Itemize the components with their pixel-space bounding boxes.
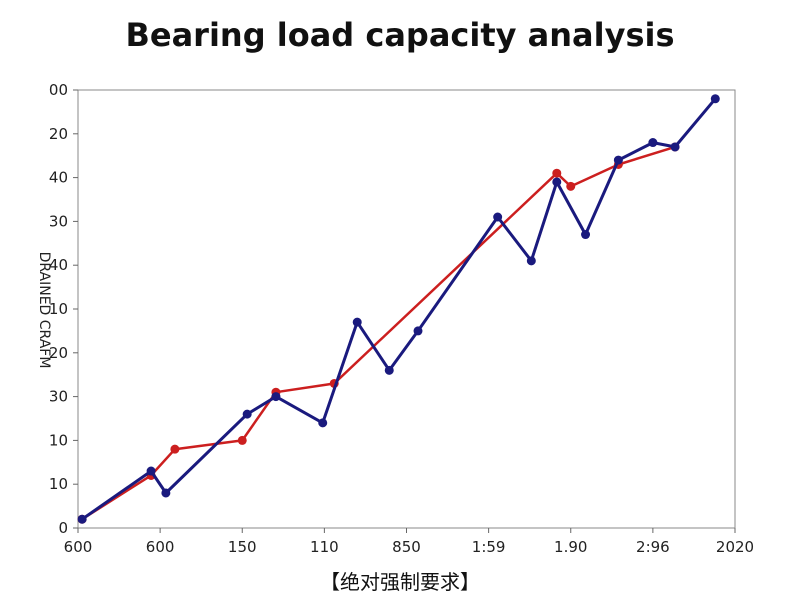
y-tick-label: 20 [49,344,68,362]
blue-series-point [710,94,720,104]
red-series-point [552,168,562,178]
x-tick-label: 2:96 [636,538,670,556]
y-tick-label: 10 [49,300,68,318]
y-axis-label: DRAINED CRAFM [36,252,52,369]
x-axis-ticks: 600 600 150 110 850 1:59 1.90 2:96 2020 [64,528,754,556]
chart-series [77,94,720,524]
x-axis-label: 【绝对强制要求】 [320,570,480,594]
blue-series-point [77,514,87,524]
blue-series-point [648,138,658,148]
blue-series-point [161,488,171,498]
y-tick-label: 30 [49,212,68,230]
x-tick-label: 600 [64,538,93,556]
blue-series-point [413,326,423,336]
x-tick-label: 150 [228,538,257,556]
x-tick-label: 1.90 [554,538,587,556]
blue-series-point [581,230,591,240]
blue-series-point [352,317,362,327]
blue-series-point [146,466,156,476]
red-series-point [237,435,247,445]
y-tick-label: 00 [49,81,68,99]
x-tick-label: 850 [392,538,421,556]
y-tick-label: 10 [49,475,68,493]
blue-series-point [384,365,394,375]
blue-series-point [242,409,252,419]
blue-series-point [526,256,536,266]
plot-frame [77,89,736,529]
red-series-point [566,181,576,191]
y-tick-label: 40 [49,169,68,187]
x-tick-label: 1:59 [472,538,506,556]
y-tick-label: 30 [49,388,68,406]
y-tick-label: 0 [58,519,68,537]
blue-series-point [552,177,562,187]
x-tick-label: 600 [146,538,175,556]
blue-series-point [493,212,503,222]
blue-series-point [613,155,623,165]
blue-series-point [271,392,281,402]
y-axis-ticks: 0 10 10 30 20 10 40 30 40 20 00 [49,81,78,537]
x-tick-label: 2020 [716,538,754,556]
y-tick-label: 10 [49,431,68,449]
red-series-line [81,145,676,521]
x-tick-label: 110 [310,538,339,556]
red-series-point [170,444,180,454]
y-tick-label: 40 [49,256,68,274]
blue-series-point [318,418,328,428]
chart-title: Bearing load capacity analysis [125,16,675,54]
blue-series-point [670,142,680,152]
y-tick-label: 20 [49,125,68,143]
